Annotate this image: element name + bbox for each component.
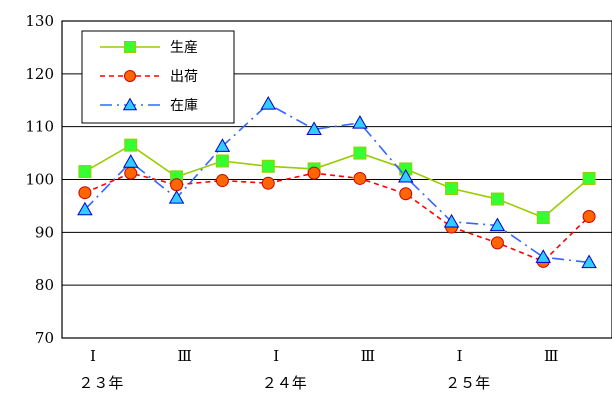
data-point	[443, 213, 460, 228]
data-point	[581, 254, 597, 269]
x-year-label: ２５年	[445, 374, 490, 392]
data-point	[353, 171, 367, 185]
x-year-label: ２３年	[78, 374, 123, 392]
data-point	[490, 192, 504, 206]
data-point	[535, 249, 552, 263]
data-point	[397, 168, 414, 183]
y-tick-label: 70	[35, 329, 54, 347]
data-point	[215, 174, 229, 188]
data-point	[124, 166, 138, 180]
data-point	[445, 181, 459, 195]
plot-frame	[61, 20, 612, 339]
legend-box	[81, 30, 235, 124]
legend-marker	[122, 97, 138, 111]
x-tick-label: Ⅲ	[361, 347, 375, 365]
y-tick-label: 80	[35, 276, 54, 294]
data-point	[78, 165, 92, 179]
y-axis: 70 80 90 100 110 120 130	[25, 12, 54, 347]
legend-label: 出荷	[170, 69, 198, 85]
data-point	[489, 217, 506, 232]
y-tick-label: 100	[25, 171, 54, 189]
data-point	[582, 171, 596, 185]
data-point	[307, 166, 321, 180]
y-tick-label: 110	[25, 118, 54, 136]
data-point	[582, 209, 596, 223]
series-line	[84, 102, 590, 264]
legend-marker	[124, 70, 136, 82]
legend-label: 在庫	[170, 97, 198, 114]
x-year-label: ２４年	[262, 374, 307, 392]
x-tick-label: Ⅰ	[457, 347, 463, 365]
series-layer	[77, 96, 597, 269]
data-point	[215, 154, 229, 168]
data-point	[78, 186, 92, 200]
legend-marker	[124, 41, 136, 53]
data-point	[536, 211, 550, 225]
legend-label: 生産	[170, 40, 198, 56]
data-point	[168, 190, 185, 204]
x-tick-label: Ⅰ	[90, 347, 96, 365]
data-point	[260, 96, 277, 110]
y-tick-label: 90	[35, 223, 54, 241]
x-axis: Ⅰ ２３年 Ⅲ Ⅰ ２４年 Ⅲ Ⅰ ２５年 Ⅲ	[78, 347, 558, 392]
series-line	[84, 172, 590, 263]
data-point	[399, 187, 413, 201]
data-point	[353, 146, 367, 160]
x-tick-label: Ⅰ	[273, 347, 279, 365]
x-tick-label: Ⅲ	[177, 347, 191, 365]
series-1	[78, 138, 596, 225]
x-tick-label: Ⅲ	[544, 347, 558, 365]
data-point	[306, 121, 322, 135]
series-line	[84, 144, 590, 219]
data-point	[352, 115, 368, 129]
data-point	[122, 154, 139, 168]
data-point	[77, 201, 93, 216]
data-point	[261, 176, 275, 190]
y-tick-label: 130	[25, 12, 54, 30]
data-point	[261, 159, 275, 173]
y-tick-label: 120	[25, 65, 54, 83]
data-point	[170, 178, 184, 192]
data-point	[214, 138, 231, 152]
data-point	[124, 138, 138, 152]
data-point	[490, 236, 504, 250]
series-3	[77, 96, 597, 269]
